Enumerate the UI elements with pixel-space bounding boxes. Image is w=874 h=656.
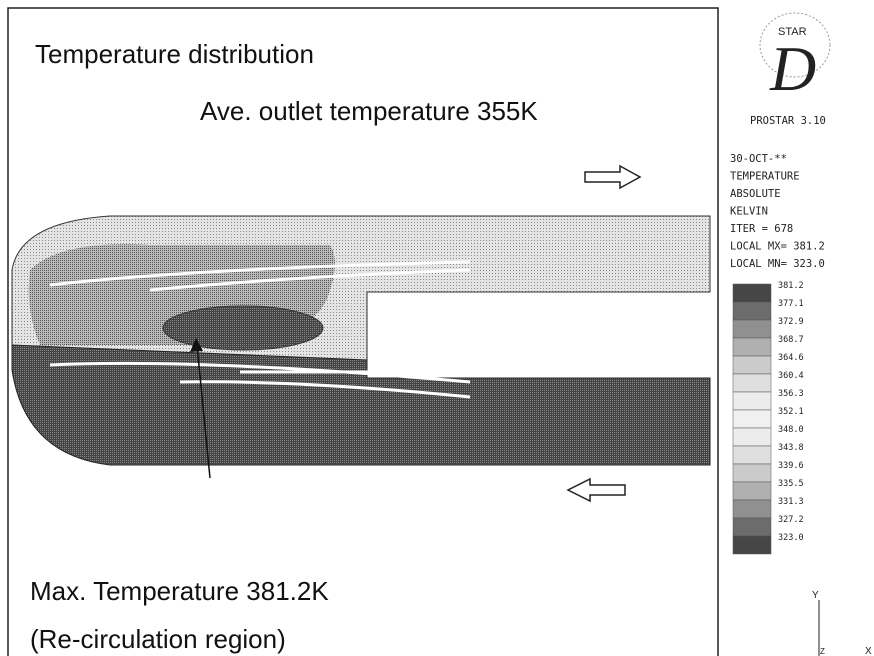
legend-swatch bbox=[733, 482, 771, 500]
legend-label: 377.1 bbox=[778, 299, 804, 309]
max-note: Max. Temperature 381.2K bbox=[30, 576, 329, 606]
legend-label: 339.6 bbox=[778, 461, 804, 471]
legend-label: 368.7 bbox=[778, 335, 804, 345]
info-line: LOCAL MX= 381.2 bbox=[730, 241, 825, 253]
legend-label: 356.3 bbox=[778, 389, 804, 399]
axis-label: Z bbox=[820, 647, 825, 656]
legend-label: 372.9 bbox=[778, 317, 804, 327]
max-note: (Re-circulation region) bbox=[30, 624, 286, 654]
outlet-note: Ave. outlet temperature 355K bbox=[200, 96, 538, 126]
info-line: ABSOLUTE bbox=[730, 188, 781, 200]
legend-swatch bbox=[733, 428, 771, 446]
legend-label: 331.3 bbox=[778, 497, 804, 507]
legend-swatch bbox=[733, 374, 771, 392]
logo-version: PROSTAR 3.10 bbox=[750, 115, 826, 127]
info-line: KELVIN bbox=[730, 206, 768, 218]
legend-label: 352.1 bbox=[778, 407, 804, 417]
legend-label: 348.0 bbox=[778, 425, 804, 435]
logo: STAR D PROSTAR 3.10 bbox=[750, 13, 830, 127]
legend-swatch bbox=[733, 392, 771, 410]
legend-label: 335.5 bbox=[778, 479, 804, 489]
legend-swatch bbox=[733, 446, 771, 464]
outlet-arrow bbox=[585, 166, 640, 188]
info-line: TEMPERATURE bbox=[730, 171, 800, 183]
legend-swatch bbox=[733, 518, 771, 536]
legend-swatch bbox=[733, 356, 771, 374]
info-block: 30-OCT-** TEMPERATURE ABSOLUTE KELVIN ITER =… bbox=[730, 153, 825, 270]
info-line: 30-OCT-** bbox=[730, 153, 787, 165]
legend-swatch bbox=[733, 320, 771, 338]
logo-letter: D bbox=[769, 33, 816, 104]
legend-label: 323.0 bbox=[778, 533, 804, 543]
title: Temperature distribution bbox=[35, 39, 314, 69]
legend-label: 364.6 bbox=[778, 353, 804, 363]
legend-swatch bbox=[733, 536, 771, 554]
geometry bbox=[12, 216, 710, 478]
legend-swatch bbox=[733, 410, 771, 428]
legend-swatch bbox=[733, 500, 771, 518]
legend-swatch bbox=[733, 302, 771, 320]
legend-swatch bbox=[733, 338, 771, 356]
legend-label: 381.2 bbox=[778, 281, 804, 291]
legend-label: 360.4 bbox=[778, 371, 804, 381]
info-line: ITER = 678 bbox=[730, 223, 793, 235]
legend-label: 343.8 bbox=[778, 443, 804, 453]
legend-swatch bbox=[733, 464, 771, 482]
legend-label: 327.2 bbox=[778, 515, 804, 525]
legend: 381.2 377.1 372.9 368.7 364.6 360.4 356.3 352.1… bbox=[733, 281, 804, 554]
figure: Temperature distribution Ave. outlet tem… bbox=[0, 0, 874, 656]
info-line: LOCAL MN= 323.0 bbox=[730, 258, 825, 270]
axis-label: Y bbox=[812, 590, 819, 601]
legend-swatch bbox=[733, 284, 771, 302]
axis-label: X bbox=[865, 646, 872, 656]
inlet-arrow bbox=[568, 479, 625, 501]
